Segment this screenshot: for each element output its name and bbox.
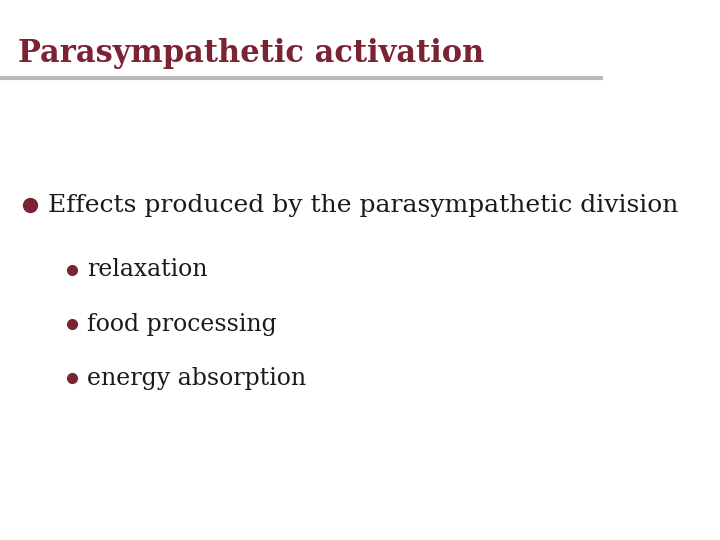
- Text: relaxation: relaxation: [87, 259, 208, 281]
- Text: Parasympathetic activation: Parasympathetic activation: [18, 38, 485, 69]
- Text: Effects produced by the parasympathetic division: Effects produced by the parasympathetic …: [48, 194, 679, 217]
- Text: energy absorption: energy absorption: [87, 367, 307, 389]
- Text: food processing: food processing: [87, 313, 277, 335]
